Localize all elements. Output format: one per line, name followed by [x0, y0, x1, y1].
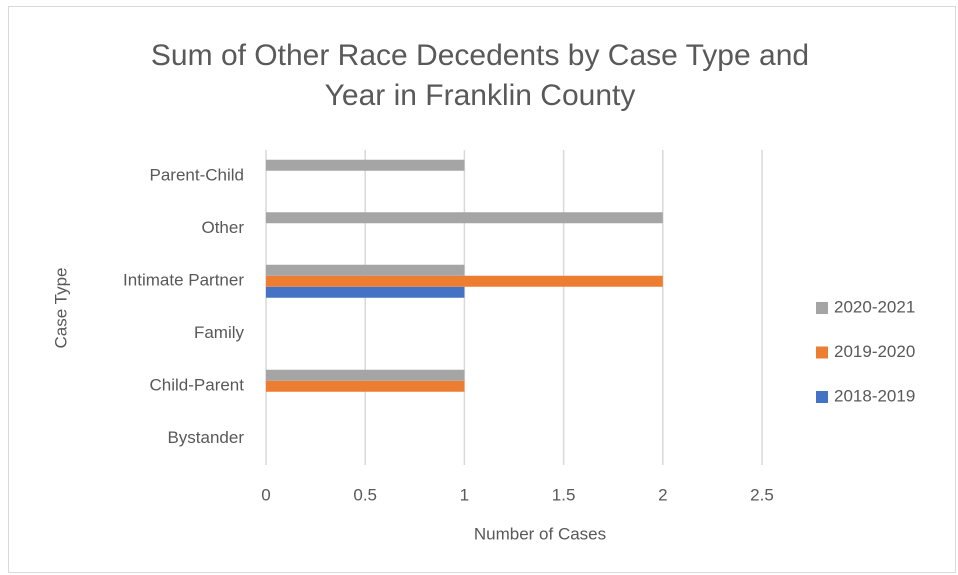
y-tick-label: Child-Parent	[150, 376, 245, 395]
bar	[266, 159, 465, 171]
x-tick-label: 1	[460, 485, 469, 504]
x-tick-label: 2	[658, 485, 667, 504]
x-tick-label: 1.5	[552, 485, 576, 504]
bar	[266, 369, 465, 381]
y-tick-label: Bystander	[167, 428, 244, 447]
bar	[266, 286, 465, 298]
x-tick-label: 2.5	[750, 485, 774, 504]
legend-swatch	[816, 391, 828, 403]
y-tick-label: Other	[201, 218, 244, 237]
legend-swatch	[816, 302, 828, 314]
legend-label: 2018-2019	[834, 386, 915, 405]
chart-title: Sum of Other Race Decedents by Case Type…	[150, 39, 810, 112]
bar	[266, 380, 465, 392]
y-tick-label: Family	[194, 323, 245, 342]
x-tick-label: 0.5	[353, 485, 377, 504]
y-tick-label: Intimate Partner	[123, 271, 244, 290]
x-axis-label: Number of Cases	[474, 524, 606, 543]
legend-label: 2019-2020	[834, 342, 915, 361]
y-tick-label: Parent-Child	[150, 166, 245, 185]
legend-swatch	[816, 346, 828, 359]
bar	[266, 212, 663, 224]
x-tick-label: 0	[261, 485, 270, 504]
y-axis-label: Case Type	[51, 268, 70, 349]
bar	[266, 275, 663, 287]
legend-label: 2020-2021	[834, 297, 915, 316]
bar	[266, 264, 465, 276]
chart-border	[8, 6, 956, 573]
